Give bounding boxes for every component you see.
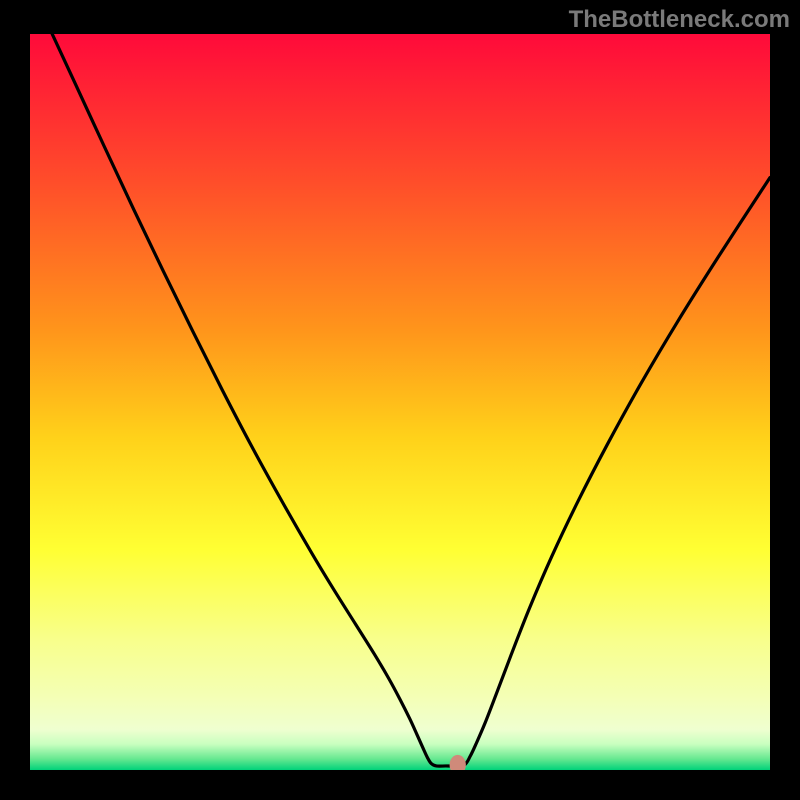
bottleneck-chart <box>30 34 770 770</box>
watermark-text: TheBottleneck.com <box>569 6 790 34</box>
chart-background <box>30 34 770 770</box>
